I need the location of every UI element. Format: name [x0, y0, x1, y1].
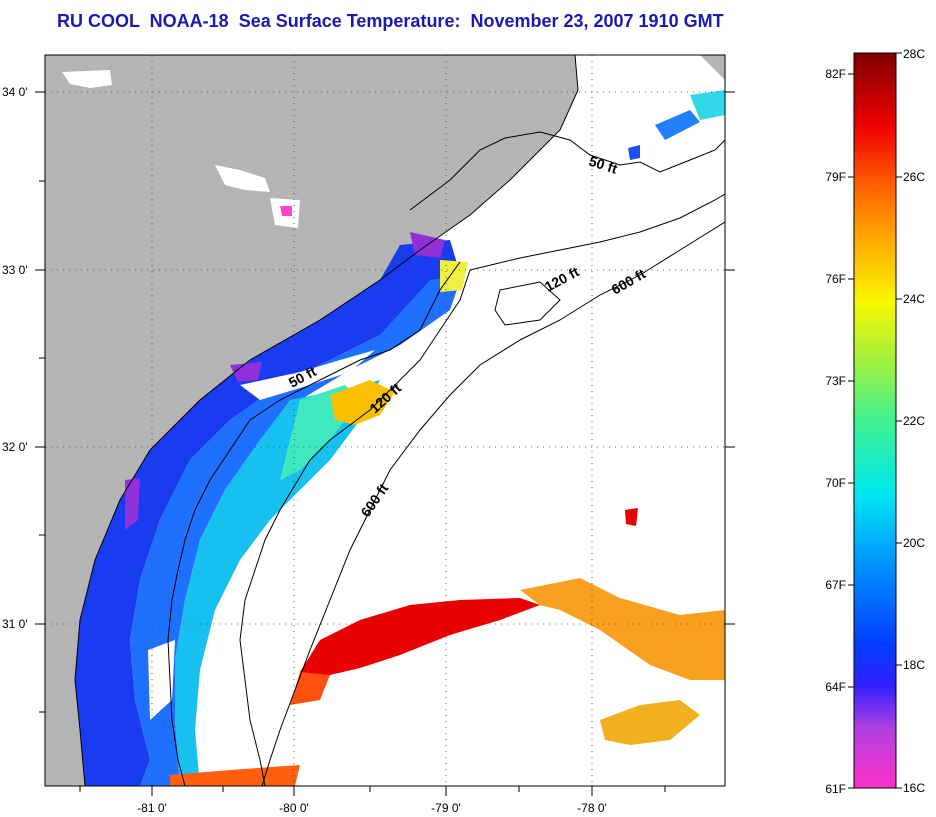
latitude-label: 34 0' [2, 85, 28, 99]
colorbar-f-label: 61F [825, 782, 846, 796]
gulf-stream-orange [600, 700, 700, 745]
contour-shoal [494, 281, 561, 326]
contour-50ft [167, 261, 461, 786]
latitude-label: 32 0' [2, 440, 28, 454]
cloud-patch [240, 350, 375, 400]
gulf-stream-core [300, 598, 540, 690]
colorbar-c-label: 16C [903, 781, 925, 795]
colorbar-f-label: 79F [825, 170, 846, 184]
colorbar-c-label: 20C [903, 536, 925, 550]
colorbar-c-label: 24C [903, 292, 925, 306]
longitude-label: -80 0' [279, 801, 309, 815]
cloud-patch [62, 70, 112, 88]
colorbar-f-label: 64F [825, 680, 846, 694]
contour-50ft [409, 131, 725, 211]
contour-600ft [519, 221, 725, 341]
gulf-stream-orange [170, 765, 300, 786]
map-title: RU COOL NOAA-18 Sea Surface Temperature:… [57, 11, 724, 31]
cloud-patch [215, 165, 270, 192]
sst-cool-patch [655, 110, 700, 140]
longitude-label: -79 0' [431, 801, 461, 815]
colorbar-c-label: 28C [903, 47, 925, 61]
colorbar-ticks [848, 52, 902, 789]
colorbar-f-label: 76F [825, 272, 846, 286]
axis-ticks [35, 91, 735, 796]
contour-120ft [469, 193, 725, 271]
contour-120ft [239, 269, 471, 786]
colorbar-f-label: 67F [825, 578, 846, 592]
temperature-colorbar: 82F 79F 76F 73F 70F 67F 64F 61F 28C 26C … [825, 47, 925, 796]
coastline [74, 55, 579, 786]
land-mass-ne [700, 55, 725, 80]
warm-speck [625, 508, 638, 526]
colorbar-gradient [853, 52, 897, 789]
gulf-stream-orange [520, 578, 725, 680]
longitude-label: -78 0' [577, 801, 607, 815]
colorbar-f-label: 82F [825, 67, 846, 81]
sst-violet-patch [230, 362, 262, 382]
sst-cyan-patch [690, 90, 725, 120]
sst-cool-patch [628, 145, 640, 160]
colorbar-f-label: 73F [825, 374, 846, 388]
bathymetry-contours [167, 131, 725, 786]
land-mass [45, 55, 578, 786]
colorbar-f-label: 70F [825, 476, 846, 490]
cloud-patch [280, 206, 292, 216]
longitude-label: -81 0' [137, 801, 167, 815]
latitude-label: 31 0' [2, 617, 28, 631]
colorbar-c-label: 22C [903, 414, 925, 428]
map-plot-area: 50 ft 50 ft 120 ft 120 ft 600 ft 600 ft [45, 55, 725, 786]
contour-600ft [261, 339, 521, 786]
colorbar-c-label: 18C [903, 658, 925, 672]
sst-violet-patch [125, 478, 140, 530]
cloud-patch [148, 640, 175, 720]
sst-warm-patch [440, 260, 468, 292]
latitude-label: 33 0' [2, 263, 28, 277]
map-frame [44, 54, 726, 787]
colorbar-c-label: 26C [903, 170, 925, 184]
gulf-stream-edge [290, 672, 330, 705]
sst-warm-patch [330, 380, 395, 425]
